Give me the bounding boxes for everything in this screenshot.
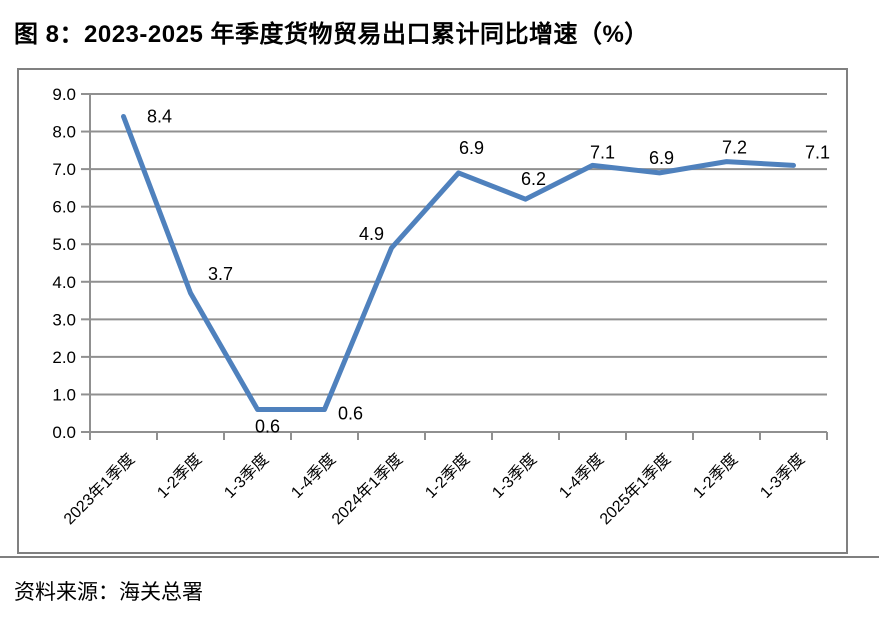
chart-area: 0.0 1.0 2.0 3.0 4.0 5.0 6.0 7.0 8.0 9.0 8.4 3.7 0.6 0…: [17, 68, 848, 554]
data-point-label: 6.9: [649, 148, 674, 168]
x-axis-label: 1-3季度: [757, 450, 809, 502]
y-axis-label: 5.0: [52, 235, 76, 254]
y-axis-label: 4.0: [52, 273, 76, 292]
x-axis-label: 1-2季度: [422, 450, 474, 502]
data-point-label: 3.7: [208, 264, 233, 284]
x-axis-label: 1-3季度: [221, 450, 273, 502]
y-axis-label: 3.0: [52, 310, 76, 329]
y-axis-label: 1.0: [52, 385, 76, 404]
x-axis-label: 2025年1季度: [596, 450, 674, 528]
x-axis-label: 1-4季度: [556, 450, 608, 502]
x-axis-label: 2024年1季度: [328, 450, 406, 528]
data-point-label: 8.4: [147, 107, 172, 127]
data-point-label: 4.9: [359, 224, 384, 244]
horizontal-rule: [0, 556, 879, 558]
y-axis-label: 6.0: [52, 198, 76, 217]
source-note: 资料来源：海关总署: [14, 581, 203, 604]
data-point-label: 6.9: [459, 138, 484, 158]
y-axis-label: 7.0: [52, 160, 76, 179]
y-axis-label: 8.0: [52, 123, 76, 142]
x-axis-label: 2023年1季度: [60, 450, 138, 528]
y-axis-label: 9.0: [52, 85, 76, 104]
line-chart: 0.0 1.0 2.0 3.0 4.0 5.0 6.0 7.0 8.0 9.0 8.4 3.7 0.6 0…: [52, 85, 830, 528]
data-point-label: 7.1: [805, 142, 830, 162]
x-axis-label: 1-2季度: [690, 450, 742, 502]
y-axis-label: 0.0: [52, 423, 76, 442]
figure-title: 图 8：2023-2025 年季度货物贸易出口累计同比增速（%）: [14, 21, 649, 48]
x-axis-label: 1-3季度: [489, 450, 541, 502]
data-point-label: 6.2: [521, 169, 546, 189]
data-series-line: [121, 114, 796, 412]
data-point-label: 7.1: [590, 142, 615, 162]
x-axis-label: 1-2季度: [154, 450, 206, 502]
data-point-label: 0.6: [338, 404, 363, 424]
data-point-label: 7.2: [722, 138, 747, 158]
data-point-label: 0.6: [255, 417, 280, 437]
y-axis-label: 2.0: [52, 348, 76, 367]
x-axis-label: 1-4季度: [288, 450, 340, 502]
